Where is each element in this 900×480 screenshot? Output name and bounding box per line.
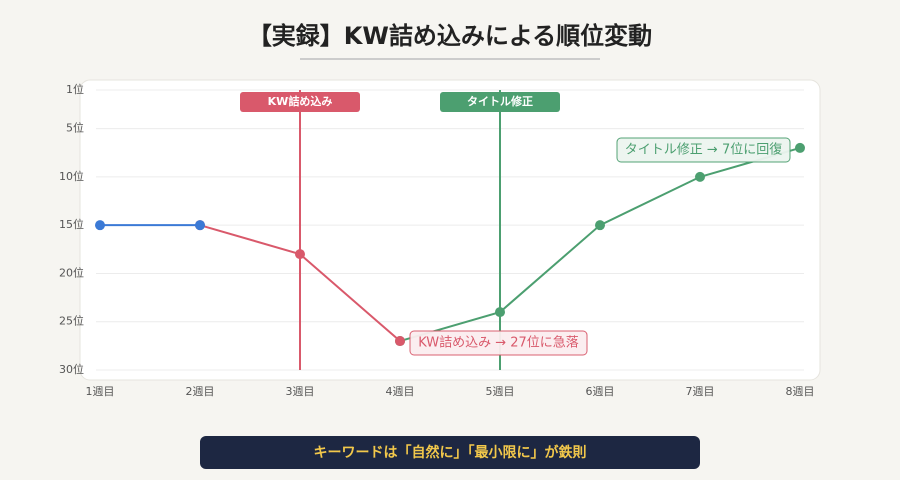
x-tick-label: 2週目 [186,385,215,398]
x-tick-label: 3週目 [286,385,315,398]
annotation-tint [410,331,587,355]
y-tick-label: 25位 [59,314,84,328]
annotation-box [616,137,791,163]
point [195,220,205,231]
event-badge [440,92,560,112]
y-tick-label: 30位 [59,362,84,376]
point [695,171,705,182]
event-badge [240,92,360,112]
point [95,220,105,231]
event-label: タイトル修正 [467,94,533,108]
x-tick-label: 5週目 [486,385,515,398]
point [795,142,805,153]
point [595,220,605,231]
x-tick-label: 4週目 [386,385,415,398]
y-tick-label: 20位 [59,265,84,279]
y-tick-label: 15位 [59,217,84,231]
footer-note: キーワードは「自然に」「最小限に」が鉄則 [314,444,587,461]
point [295,249,305,260]
event-label: KW詰め込み [268,94,333,108]
annotation-box [409,330,588,356]
y-tick-label: 5位 [66,121,84,135]
point [495,307,505,318]
x-tick-label: 8週目 [786,385,815,398]
x-tick-label: 7週目 [686,385,715,398]
y-tick-label: 10位 [59,169,84,183]
y-tick-label: 1位 [66,82,84,96]
annotation: KW詰め込み → 27位に急落 [418,335,579,351]
x-tick-label: 1週目 [86,385,115,398]
x-tick-label: 6週目 [586,385,615,398]
annotation-tint [617,138,790,162]
chart-title: 【実録】KW詰め込みによる順位変動 [248,22,652,50]
annotation: タイトル修正 → 7位に回復 [625,142,782,158]
point [395,336,405,347]
footer-banner [200,436,700,469]
